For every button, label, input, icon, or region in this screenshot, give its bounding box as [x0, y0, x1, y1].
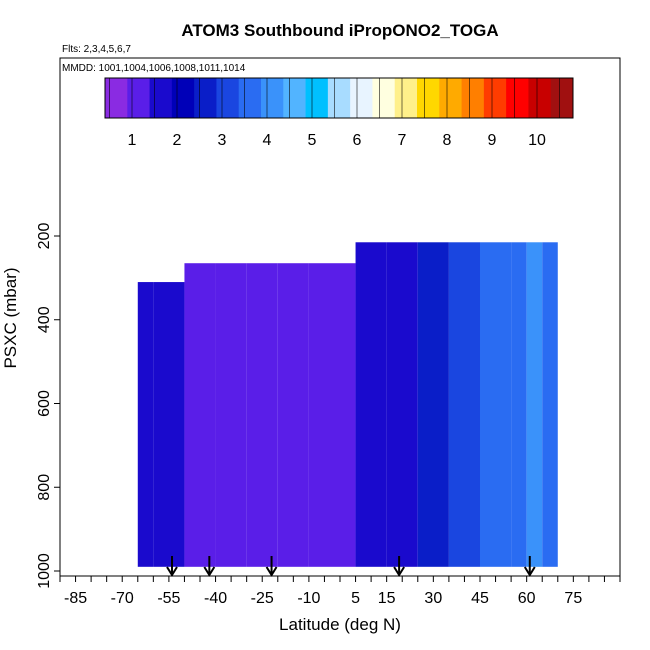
colorbar-segment	[216, 78, 240, 118]
heatmap-cell	[386, 242, 418, 567]
heatmap-cell	[277, 263, 309, 567]
x-tick-label: -25	[251, 590, 274, 607]
y-axis-label: PSXC (mbar)	[1, 267, 20, 368]
x-tick-label: -70	[111, 590, 134, 607]
colorbar-segment	[238, 78, 262, 118]
chart-title: ATOM3 Southbound iPropONO2_TOGA	[181, 21, 498, 40]
colorbar-frame	[104, 77, 574, 119]
colorbar-tick-label: 7	[398, 132, 407, 149]
y-tick-label: 400	[36, 306, 53, 333]
colorbar-segment	[261, 78, 284, 118]
heatmap-cell	[511, 242, 527, 567]
colorbar-segment	[171, 78, 195, 118]
x-tick-label: -55	[157, 590, 180, 607]
y-tick-label: 1000	[36, 553, 53, 589]
flight-marker-arrow	[166, 556, 178, 577]
heatmap-cell	[137, 282, 154, 567]
heatmap-cell	[340, 263, 356, 567]
colorbar-segment	[149, 78, 173, 118]
colorbar-segment	[283, 78, 307, 118]
x-tick-label: 75	[564, 590, 582, 607]
heatmap-cell	[308, 263, 340, 567]
colorbar-segment	[439, 78, 463, 118]
heatmap-cell	[153, 282, 185, 567]
colorbar-tick-label: 2	[173, 132, 182, 149]
colorbar-segment	[194, 78, 217, 118]
colorbar-segment	[372, 78, 396, 118]
heatmap-cell	[184, 263, 216, 567]
x-axis: -85 -70 -55 -40 -25 -10 5 15 30 45 60 75	[59, 576, 621, 607]
colorbar-segment	[305, 78, 329, 118]
heatmap-cell	[215, 263, 247, 567]
heatmap-cell	[480, 242, 512, 567]
y-tick-label: 600	[36, 390, 53, 417]
heatmap-cell	[542, 242, 558, 567]
heatmap-cell	[526, 242, 543, 567]
heatmap-cell	[417, 242, 449, 567]
colorbar-segment	[550, 78, 574, 118]
heatmap-cell	[355, 242, 387, 567]
heatmap-cells	[137, 242, 558, 567]
colorbar-segment	[528, 78, 552, 118]
colorbar-segment	[127, 78, 151, 118]
colorbar-tick-label: 1	[128, 132, 137, 149]
flight-marker-arrow	[265, 556, 278, 577]
dates-label: MMDD: 1001,1004,1006,1008,1011,1014	[62, 63, 246, 74]
colorbar-tick-label: 4	[263, 132, 272, 149]
heatmap-cell	[246, 263, 278, 567]
colorbar-tick-label: 6	[353, 132, 362, 149]
colorbar-tick-label: 3	[218, 132, 227, 149]
y-tick-label: 800	[36, 474, 53, 501]
flight-marker-arrow	[203, 556, 216, 577]
flight-marker-arrow	[523, 556, 536, 577]
x-tick-label: 30	[424, 590, 442, 607]
x-tick-label: -10	[297, 590, 320, 607]
x-tick-label: -85	[64, 590, 87, 607]
y-tick-label: 200	[36, 223, 53, 250]
x-tick-label: 15	[378, 590, 396, 607]
colorbar-tick-label: 9	[488, 132, 497, 149]
colorbar-ticks: 1 2 3 4 5 6 7 8 9 10	[128, 132, 546, 149]
colorbar	[104, 77, 574, 119]
colorbar-segment	[350, 78, 373, 118]
colorbar-segment	[483, 78, 507, 118]
colorbar-segment	[461, 78, 485, 118]
x-tick-label: 5	[351, 590, 360, 607]
x-tick-label: -40	[204, 590, 227, 607]
x-axis-label: Latitude (deg N)	[279, 615, 401, 634]
colorbar-segment	[327, 78, 351, 118]
y-axis: 200 400 600 800 1000	[36, 223, 60, 589]
x-tick-label: 60	[518, 590, 536, 607]
colorbar-segment	[394, 78, 418, 118]
flights-label: Flts: 2,3,4,5,6,7	[62, 44, 131, 55]
flight-markers	[166, 556, 536, 577]
colorbar-segment	[506, 78, 529, 118]
flight-marker-arrow	[393, 556, 405, 577]
colorbar-tick-label: 5	[308, 132, 317, 149]
colorbar-segment	[105, 78, 128, 118]
colorbar-tick-label: 8	[443, 132, 452, 149]
colorbar-tick-label: 10	[528, 132, 546, 149]
heatmap-cell	[448, 242, 480, 567]
colorbar-segment	[417, 78, 440, 118]
x-tick-label: 45	[471, 590, 489, 607]
